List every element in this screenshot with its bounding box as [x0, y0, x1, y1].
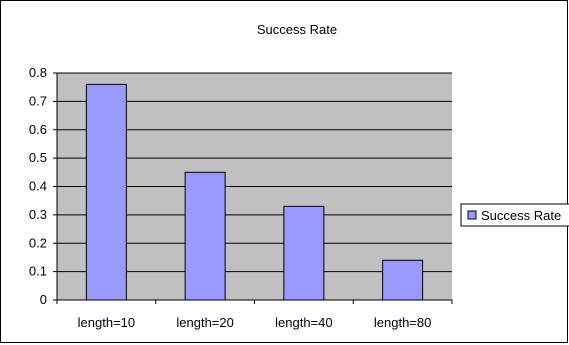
bar — [85, 83, 127, 301]
legend: Success Rate — [460, 203, 569, 227]
legend-label: Success Rate — [481, 208, 561, 223]
bar — [283, 205, 325, 301]
y-tick-label: 0.1 — [29, 264, 47, 279]
chart-title: Success Rate — [257, 22, 337, 37]
plot-area: 0 0.1 0.2 0.3 0.4 0.5 0.6 0.7 0.8 length=10 length… — [29, 65, 453, 330]
y-tick-label: 0.5 — [29, 150, 47, 165]
y-tick-label: 0 — [40, 292, 47, 307]
x-tick-label: length=10 — [78, 315, 135, 330]
x-tick-label: length=20 — [176, 315, 233, 330]
y-tick-label: 0.2 — [29, 235, 47, 250]
y-tick-label: 0.3 — [29, 207, 47, 222]
x-tick-label: length=80 — [374, 315, 431, 330]
legend-swatch — [467, 210, 477, 220]
x-tick-label: length=40 — [275, 315, 332, 330]
y-tick-label: 0.8 — [29, 65, 47, 80]
y-tick-label: 0.7 — [29, 93, 47, 108]
y-tick-label: 0.6 — [29, 122, 47, 137]
legend-box — [460, 203, 569, 227]
bar — [382, 259, 424, 301]
y-tick-label: 0.4 — [29, 179, 47, 194]
bar — [184, 171, 226, 301]
